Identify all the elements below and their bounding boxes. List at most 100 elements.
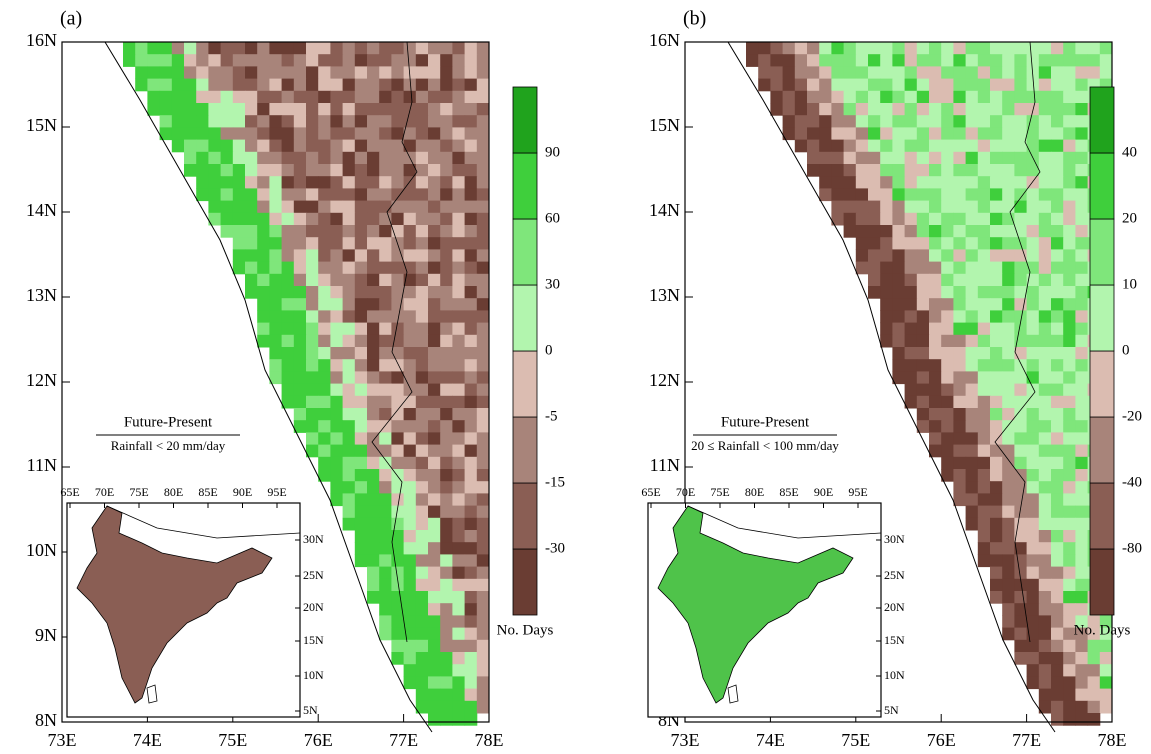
grid-cell — [452, 432, 466, 446]
grid-cell — [1014, 542, 1028, 555]
grid-cell — [953, 408, 967, 421]
grid-cell — [232, 78, 246, 92]
grid-cell — [220, 212, 234, 226]
grid-cell — [1051, 688, 1064, 702]
grid-cell — [1014, 347, 1028, 360]
grid-cell — [1038, 115, 1052, 128]
grid-cell — [440, 444, 453, 458]
grid-cell — [476, 371, 490, 385]
grid-cell — [843, 115, 857, 128]
grid-cell — [892, 347, 906, 360]
inset-x-tick-label: 75E — [710, 485, 729, 499]
grid-cell — [807, 42, 820, 55]
grid-cell — [977, 517, 991, 531]
grid-cell — [452, 286, 466, 299]
grid-cell — [1075, 395, 1089, 409]
grid-cell — [831, 139, 845, 153]
grid-cell — [977, 286, 991, 299]
grid-cell — [855, 139, 869, 153]
grid-cell — [342, 273, 356, 287]
grid-cell — [953, 420, 967, 433]
grid-cell — [977, 139, 991, 153]
grid-cell — [1038, 469, 1052, 482]
grid-cell — [257, 286, 270, 299]
grid-cell — [941, 273, 954, 287]
grid-cell — [843, 176, 857, 189]
grid-cell — [758, 66, 771, 80]
grid-cell — [977, 66, 991, 80]
colorbar-tick-label: 40 — [1122, 144, 1137, 160]
grid-cell — [977, 103, 991, 116]
grid-cell — [868, 188, 881, 202]
grid-cell — [1038, 103, 1052, 116]
grid-cell — [476, 139, 490, 153]
grid-cell — [379, 371, 392, 385]
grid-cell — [342, 456, 356, 470]
grid-cell — [1063, 115, 1076, 128]
grid-cell — [354, 493, 368, 507]
grid-cell — [941, 188, 954, 202]
grid-cell — [1051, 554, 1064, 568]
grid-cell — [403, 359, 417, 372]
grid-cell — [330, 334, 344, 348]
grid-cell — [354, 249, 368, 263]
grid-cell — [318, 273, 331, 287]
grid-cell — [476, 103, 490, 116]
grid-cell — [306, 151, 319, 165]
grid-cell — [1002, 530, 1015, 543]
grid-cell — [782, 54, 796, 67]
grid-cell — [476, 688, 490, 702]
colorbar-tick-label: 30 — [545, 276, 560, 292]
grid-cell — [379, 164, 392, 177]
grid-cell — [977, 334, 991, 348]
grid-cell — [1026, 115, 1040, 128]
grid-cell — [1063, 225, 1076, 238]
grid-cell — [440, 78, 453, 92]
grid-cell — [428, 700, 441, 714]
grid-cell — [1051, 188, 1064, 202]
grid-cell — [1014, 54, 1028, 67]
grid-cell — [1063, 347, 1076, 360]
grid-cell — [843, 139, 857, 153]
grid-cell — [1014, 164, 1028, 177]
grid-cell — [354, 432, 368, 446]
grid-cell — [391, 578, 405, 592]
colorbar-bin — [1089, 86, 1115, 154]
grid-cell — [843, 54, 857, 67]
grid-cell — [403, 90, 417, 104]
grid-cell — [855, 212, 869, 226]
grid-cell — [464, 652, 478, 665]
grid-cell — [1038, 676, 1052, 690]
grid-cell — [415, 151, 429, 165]
grid-cell — [452, 383, 466, 397]
grid-cell — [306, 212, 319, 226]
colorbar-bin — [512, 152, 538, 220]
grid-cell — [257, 310, 270, 324]
x-tick-label: 75E — [218, 730, 247, 750]
grid-cell — [415, 652, 429, 665]
grid-cell — [403, 456, 417, 470]
grid-cell — [257, 237, 270, 250]
grid-cell — [245, 127, 258, 141]
grid-cell — [977, 54, 991, 67]
grid-cell — [220, 225, 234, 238]
grid-cell — [379, 298, 392, 311]
grid-cell — [452, 627, 466, 641]
grid-cell — [208, 176, 222, 189]
grid-cell — [354, 554, 368, 568]
grid-cell — [342, 90, 356, 104]
grid-cell — [232, 103, 246, 116]
grid-cell — [1026, 627, 1040, 641]
grid-cell — [990, 359, 1003, 372]
grid-cell — [1014, 103, 1028, 116]
grid-cell — [403, 591, 417, 604]
grid-cell — [990, 151, 1003, 165]
grid-cell — [1051, 127, 1064, 141]
grid-cell — [965, 359, 979, 372]
colorbar-tick-label: -15 — [545, 474, 565, 490]
grid-cell — [929, 408, 942, 421]
grid-cell — [281, 42, 295, 55]
grid-cell — [868, 90, 881, 104]
grid-cell — [1075, 334, 1089, 348]
grid-cell — [1038, 408, 1052, 421]
